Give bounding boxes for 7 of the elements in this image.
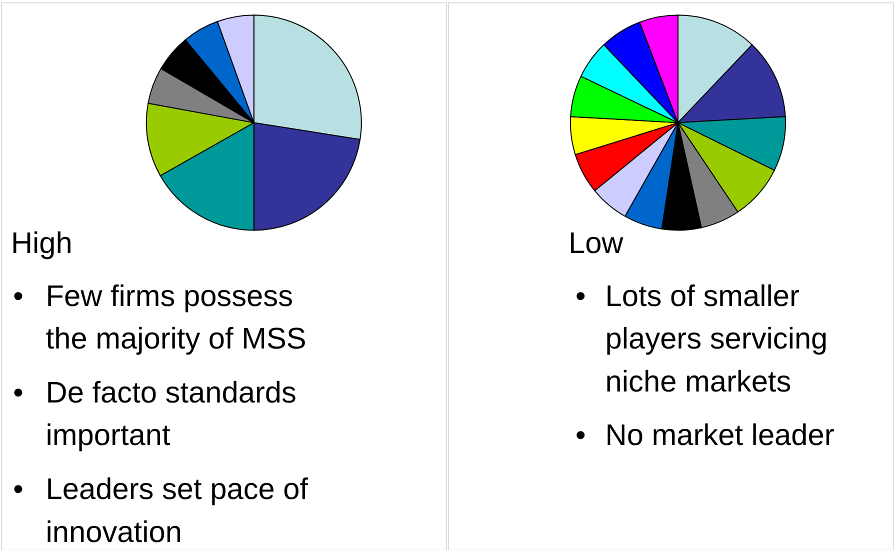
text: • Leaders set pace of innovation: [12, 473, 309, 549]
text: Low: [568, 227, 624, 260]
text: High: [10, 227, 72, 260]
text: • Few firms possess the majority of MSS: [12, 280, 306, 356]
text: • No market leader: [575, 419, 834, 452]
text: • Lots of smaller players servicing niche markets: [575, 280, 828, 398]
text: • De facto standards important: [12, 376, 296, 452]
